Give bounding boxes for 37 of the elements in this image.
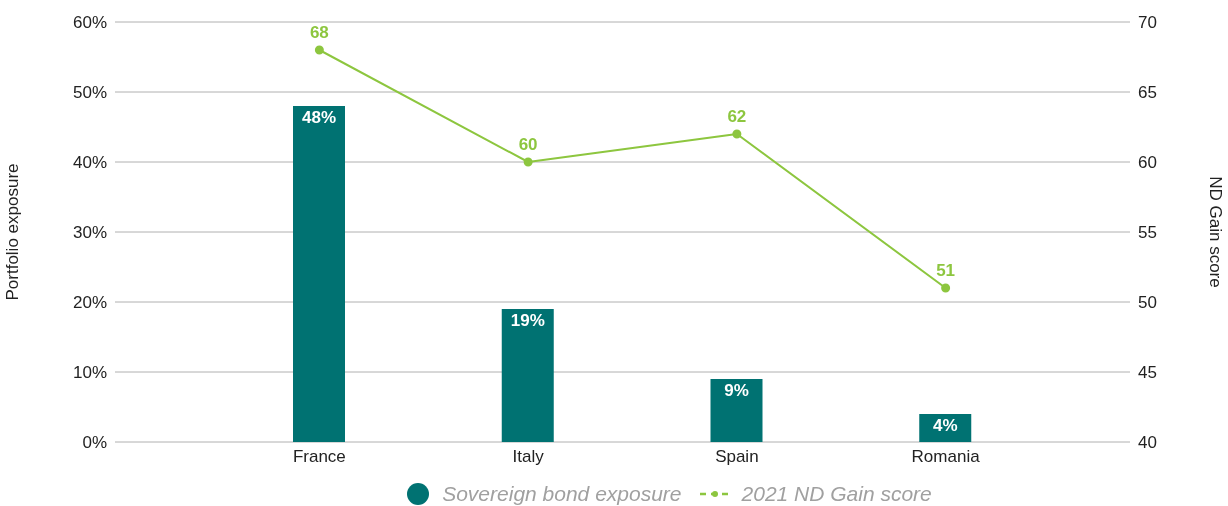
y2-tick-label: 60 bbox=[1138, 153, 1157, 173]
data-label: 48% bbox=[301, 108, 337, 128]
point bbox=[523, 157, 533, 167]
data-label: 68 bbox=[309, 23, 329, 42]
y-tick-label: 30% bbox=[72, 223, 107, 243]
y-tick-label: 0% bbox=[82, 433, 107, 453]
y-axis-title: Portfolio exposure bbox=[3, 163, 23, 301]
data-label: 62 bbox=[727, 107, 747, 126]
x-tick-label: Italy bbox=[512, 447, 545, 467]
y-tick-label: 10% bbox=[72, 363, 107, 383]
y2-tick-label: 65 bbox=[1138, 83, 1157, 103]
legend-label: 2021 ND Gain score bbox=[740, 482, 932, 506]
data-label: 51 bbox=[936, 261, 956, 280]
y2-tick-label: 55 bbox=[1138, 223, 1157, 243]
data-label: 60 bbox=[518, 135, 538, 154]
bar bbox=[710, 379, 763, 442]
bar bbox=[501, 309, 554, 442]
y-tick-label: 20% bbox=[72, 293, 107, 313]
y-tick-label: 40% bbox=[72, 153, 107, 173]
point bbox=[314, 45, 324, 55]
point bbox=[941, 283, 951, 293]
point bbox=[732, 129, 742, 139]
data-label: 9% bbox=[724, 381, 749, 401]
data-label: 19% bbox=[510, 311, 545, 331]
y2-tick-label: 70 bbox=[1138, 13, 1157, 33]
legend-label: Sovereign bond exposure bbox=[441, 482, 682, 506]
bar bbox=[293, 106, 345, 442]
y2-tick-label: 40 bbox=[1138, 433, 1157, 453]
y-tick-label: 60% bbox=[72, 13, 107, 33]
y2-axis-title: ND Gain score bbox=[1205, 176, 1225, 288]
x-tick-label: Spain bbox=[715, 447, 759, 467]
y2-tick-label: 50 bbox=[1138, 293, 1157, 313]
x-tick-label: France bbox=[292, 447, 346, 467]
y2-tick-label: 45 bbox=[1138, 363, 1157, 383]
data-label: 4% bbox=[932, 416, 958, 436]
y-tick-label: 50% bbox=[72, 83, 107, 103]
x-tick-label: Romania bbox=[911, 447, 981, 467]
